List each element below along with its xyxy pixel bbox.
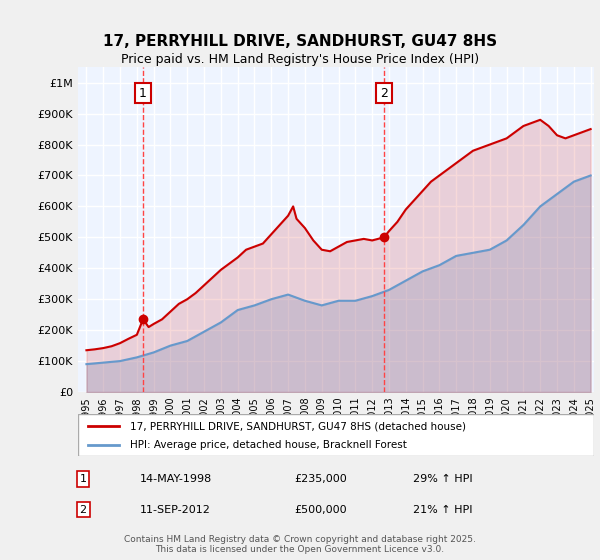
Text: 11-SEP-2012: 11-SEP-2012 <box>140 505 211 515</box>
FancyBboxPatch shape <box>78 414 594 456</box>
Text: 1: 1 <box>139 87 147 100</box>
Text: 17, PERRYHILL DRIVE, SANDHURST, GU47 8HS: 17, PERRYHILL DRIVE, SANDHURST, GU47 8HS <box>103 34 497 49</box>
Text: 17, PERRYHILL DRIVE, SANDHURST, GU47 8HS (detached house): 17, PERRYHILL DRIVE, SANDHURST, GU47 8HS… <box>130 421 466 431</box>
Text: 29% ↑ HPI: 29% ↑ HPI <box>413 474 473 484</box>
Text: Price paid vs. HM Land Registry's House Price Index (HPI): Price paid vs. HM Land Registry's House … <box>121 53 479 66</box>
Text: HPI: Average price, detached house, Bracknell Forest: HPI: Average price, detached house, Brac… <box>130 440 406 450</box>
Text: £235,000: £235,000 <box>295 474 347 484</box>
Text: 2: 2 <box>80 505 87 515</box>
Text: 14-MAY-1998: 14-MAY-1998 <box>140 474 212 484</box>
Text: Contains HM Land Registry data © Crown copyright and database right 2025.
This d: Contains HM Land Registry data © Crown c… <box>124 535 476 554</box>
Text: 1: 1 <box>80 474 86 484</box>
Text: £500,000: £500,000 <box>295 505 347 515</box>
Text: 21% ↑ HPI: 21% ↑ HPI <box>413 505 473 515</box>
Text: 2: 2 <box>380 87 388 100</box>
